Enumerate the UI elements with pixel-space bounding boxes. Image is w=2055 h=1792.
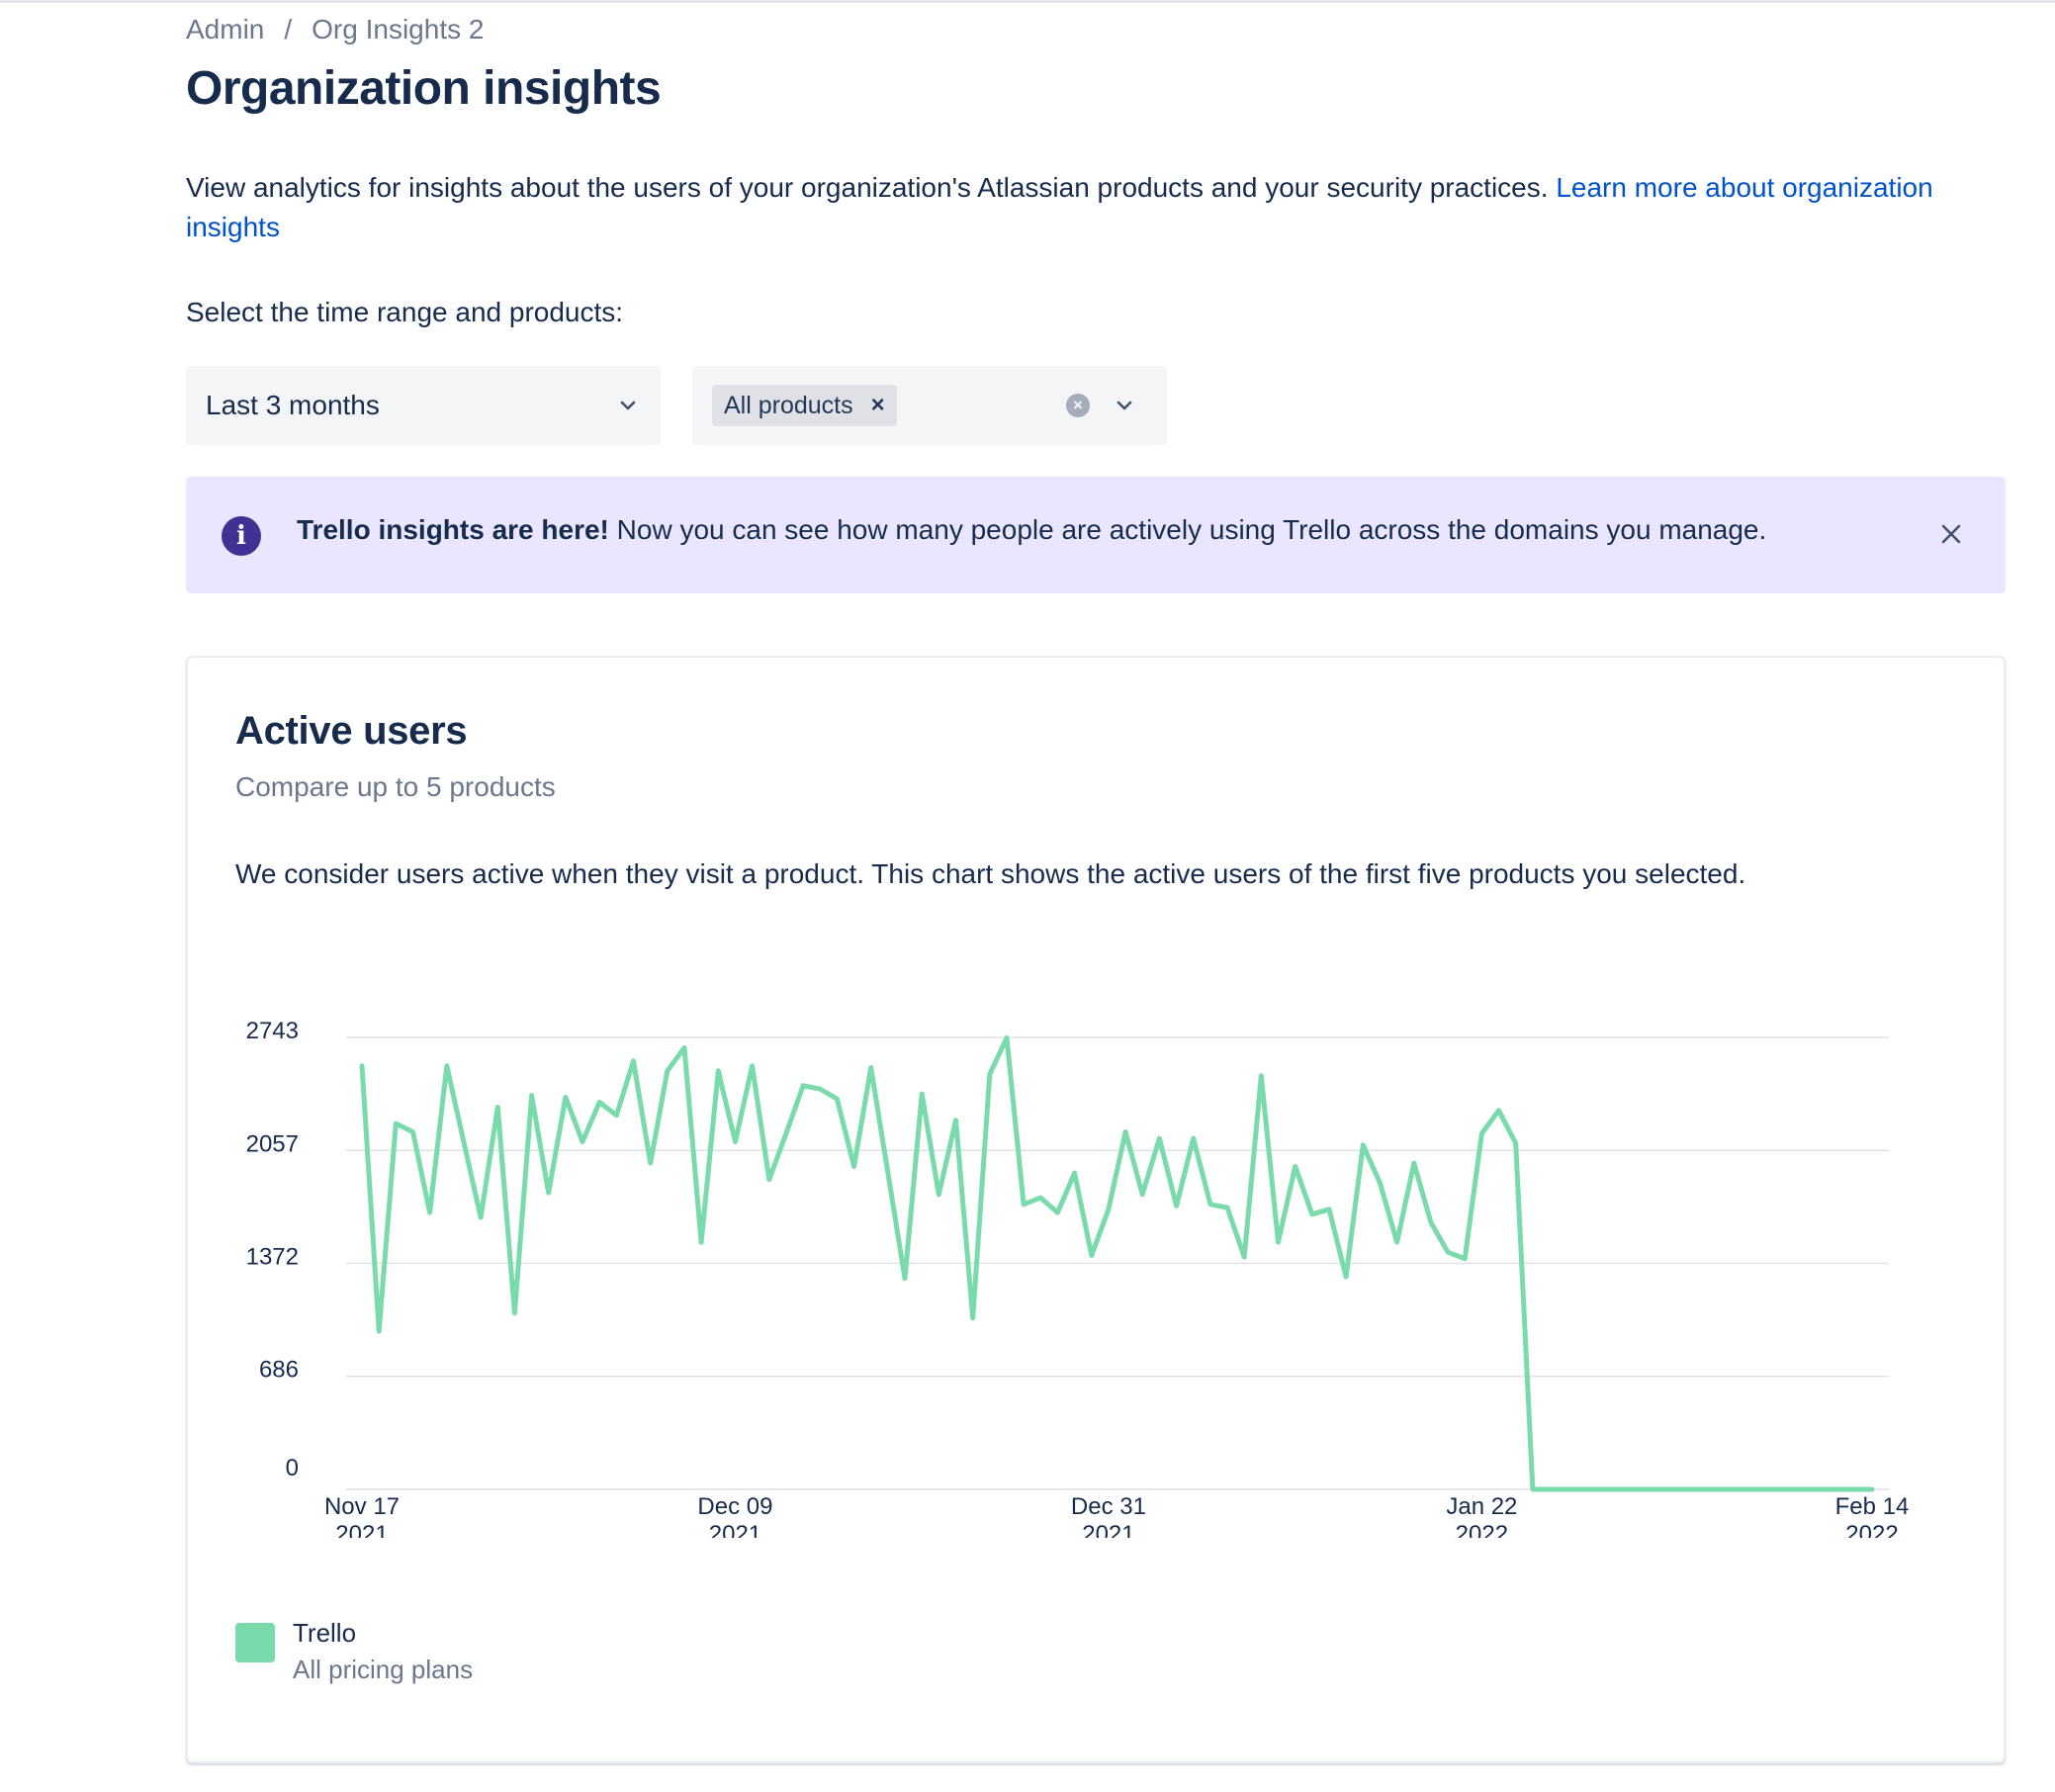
card-description: We consider users active when they visit… bbox=[235, 858, 1746, 889]
x-tick-label: 2022 bbox=[1456, 1521, 1508, 1538]
x-tick-label: 2021 bbox=[709, 1521, 761, 1538]
clear-icon[interactable]: × bbox=[1066, 394, 1090, 417]
intro-paragraph: View analytics for insights about the us… bbox=[186, 168, 2025, 247]
breadcrumb-admin[interactable]: Admin bbox=[186, 14, 265, 45]
y-tick-label: 2057 bbox=[246, 1130, 299, 1157]
card-title: Active users bbox=[235, 709, 468, 753]
breadcrumb-org-insights[interactable]: Org Insights 2 bbox=[312, 14, 485, 45]
legend-swatch bbox=[235, 1623, 275, 1662]
top-border bbox=[0, 0, 2055, 3]
active-users-chart: 0 686 1372 2057 2743 Nov 17 2021 Dec 09 2021 Dec … bbox=[188, 984, 2008, 1548]
banner-text: Now you can see how many people are acti… bbox=[608, 514, 1767, 545]
x-tick-label: 2021 bbox=[335, 1521, 388, 1538]
learn-more-link[interactable]: Learn more about organization insights bbox=[186, 172, 1933, 242]
x-tick-label: Dec 31 bbox=[1071, 1493, 1146, 1520]
close-icon[interactable] bbox=[1936, 519, 1966, 549]
info-icon: i bbox=[222, 516, 261, 556]
x-tick-label: 2021 bbox=[1082, 1521, 1134, 1538]
product-chip-label: All products bbox=[724, 391, 853, 419]
trello-series-line bbox=[359, 1035, 1875, 1492]
breadcrumb: Admin / Org Insights 2 bbox=[186, 14, 484, 45]
y-tick-label: 1372 bbox=[246, 1243, 299, 1270]
active-users-card: Active users Compare up to 5 products We… bbox=[186, 656, 2006, 1763]
intro-text: View analytics for insights about the us… bbox=[186, 172, 1557, 203]
filter-label: Select the time range and products: bbox=[186, 297, 624, 327]
time-range-select[interactable]: Last 3 months bbox=[186, 366, 661, 445]
x-tick-label: Nov 17 bbox=[324, 1493, 400, 1520]
x-tick-label: 2022 bbox=[1845, 1521, 1898, 1538]
banner-message: Trello insights are here! Now you can se… bbox=[297, 514, 1766, 546]
banner-title: Trello insights are here! bbox=[297, 514, 609, 545]
chevron-down-icon[interactable] bbox=[1112, 393, 1137, 418]
page-title: Organization insights bbox=[186, 62, 662, 115]
time-range-value: Last 3 months bbox=[206, 390, 380, 420]
x-tick-label: Dec 09 bbox=[697, 1493, 772, 1520]
card-subtitle: Compare up to 5 products bbox=[235, 771, 556, 802]
products-select[interactable]: All products × × bbox=[692, 366, 1167, 445]
legend-product-name: Trello bbox=[293, 1618, 357, 1648]
legend-pricing-plan: All pricing plans bbox=[293, 1655, 474, 1684]
legend-text: Trello All pricing plans bbox=[293, 1615, 473, 1688]
x-tick-label: Jan 22 bbox=[1446, 1493, 1517, 1520]
chevron-down-icon bbox=[615, 393, 641, 418]
trello-insights-banner: i Trello insights are here! Now you can … bbox=[186, 477, 2006, 593]
y-tick-label: 686 bbox=[259, 1357, 299, 1384]
x-tick-label: Feb 14 bbox=[1835, 1493, 1910, 1520]
y-tick-label: 0 bbox=[286, 1455, 299, 1481]
chip-remove-icon[interactable]: × bbox=[870, 392, 885, 418]
chart-legend[interactable]: Trello All pricing plans bbox=[235, 1615, 473, 1688]
product-chip: All products × bbox=[712, 385, 897, 426]
y-tick-label: 2743 bbox=[246, 1018, 299, 1044]
breadcrumb-separator: / bbox=[284, 14, 293, 45]
